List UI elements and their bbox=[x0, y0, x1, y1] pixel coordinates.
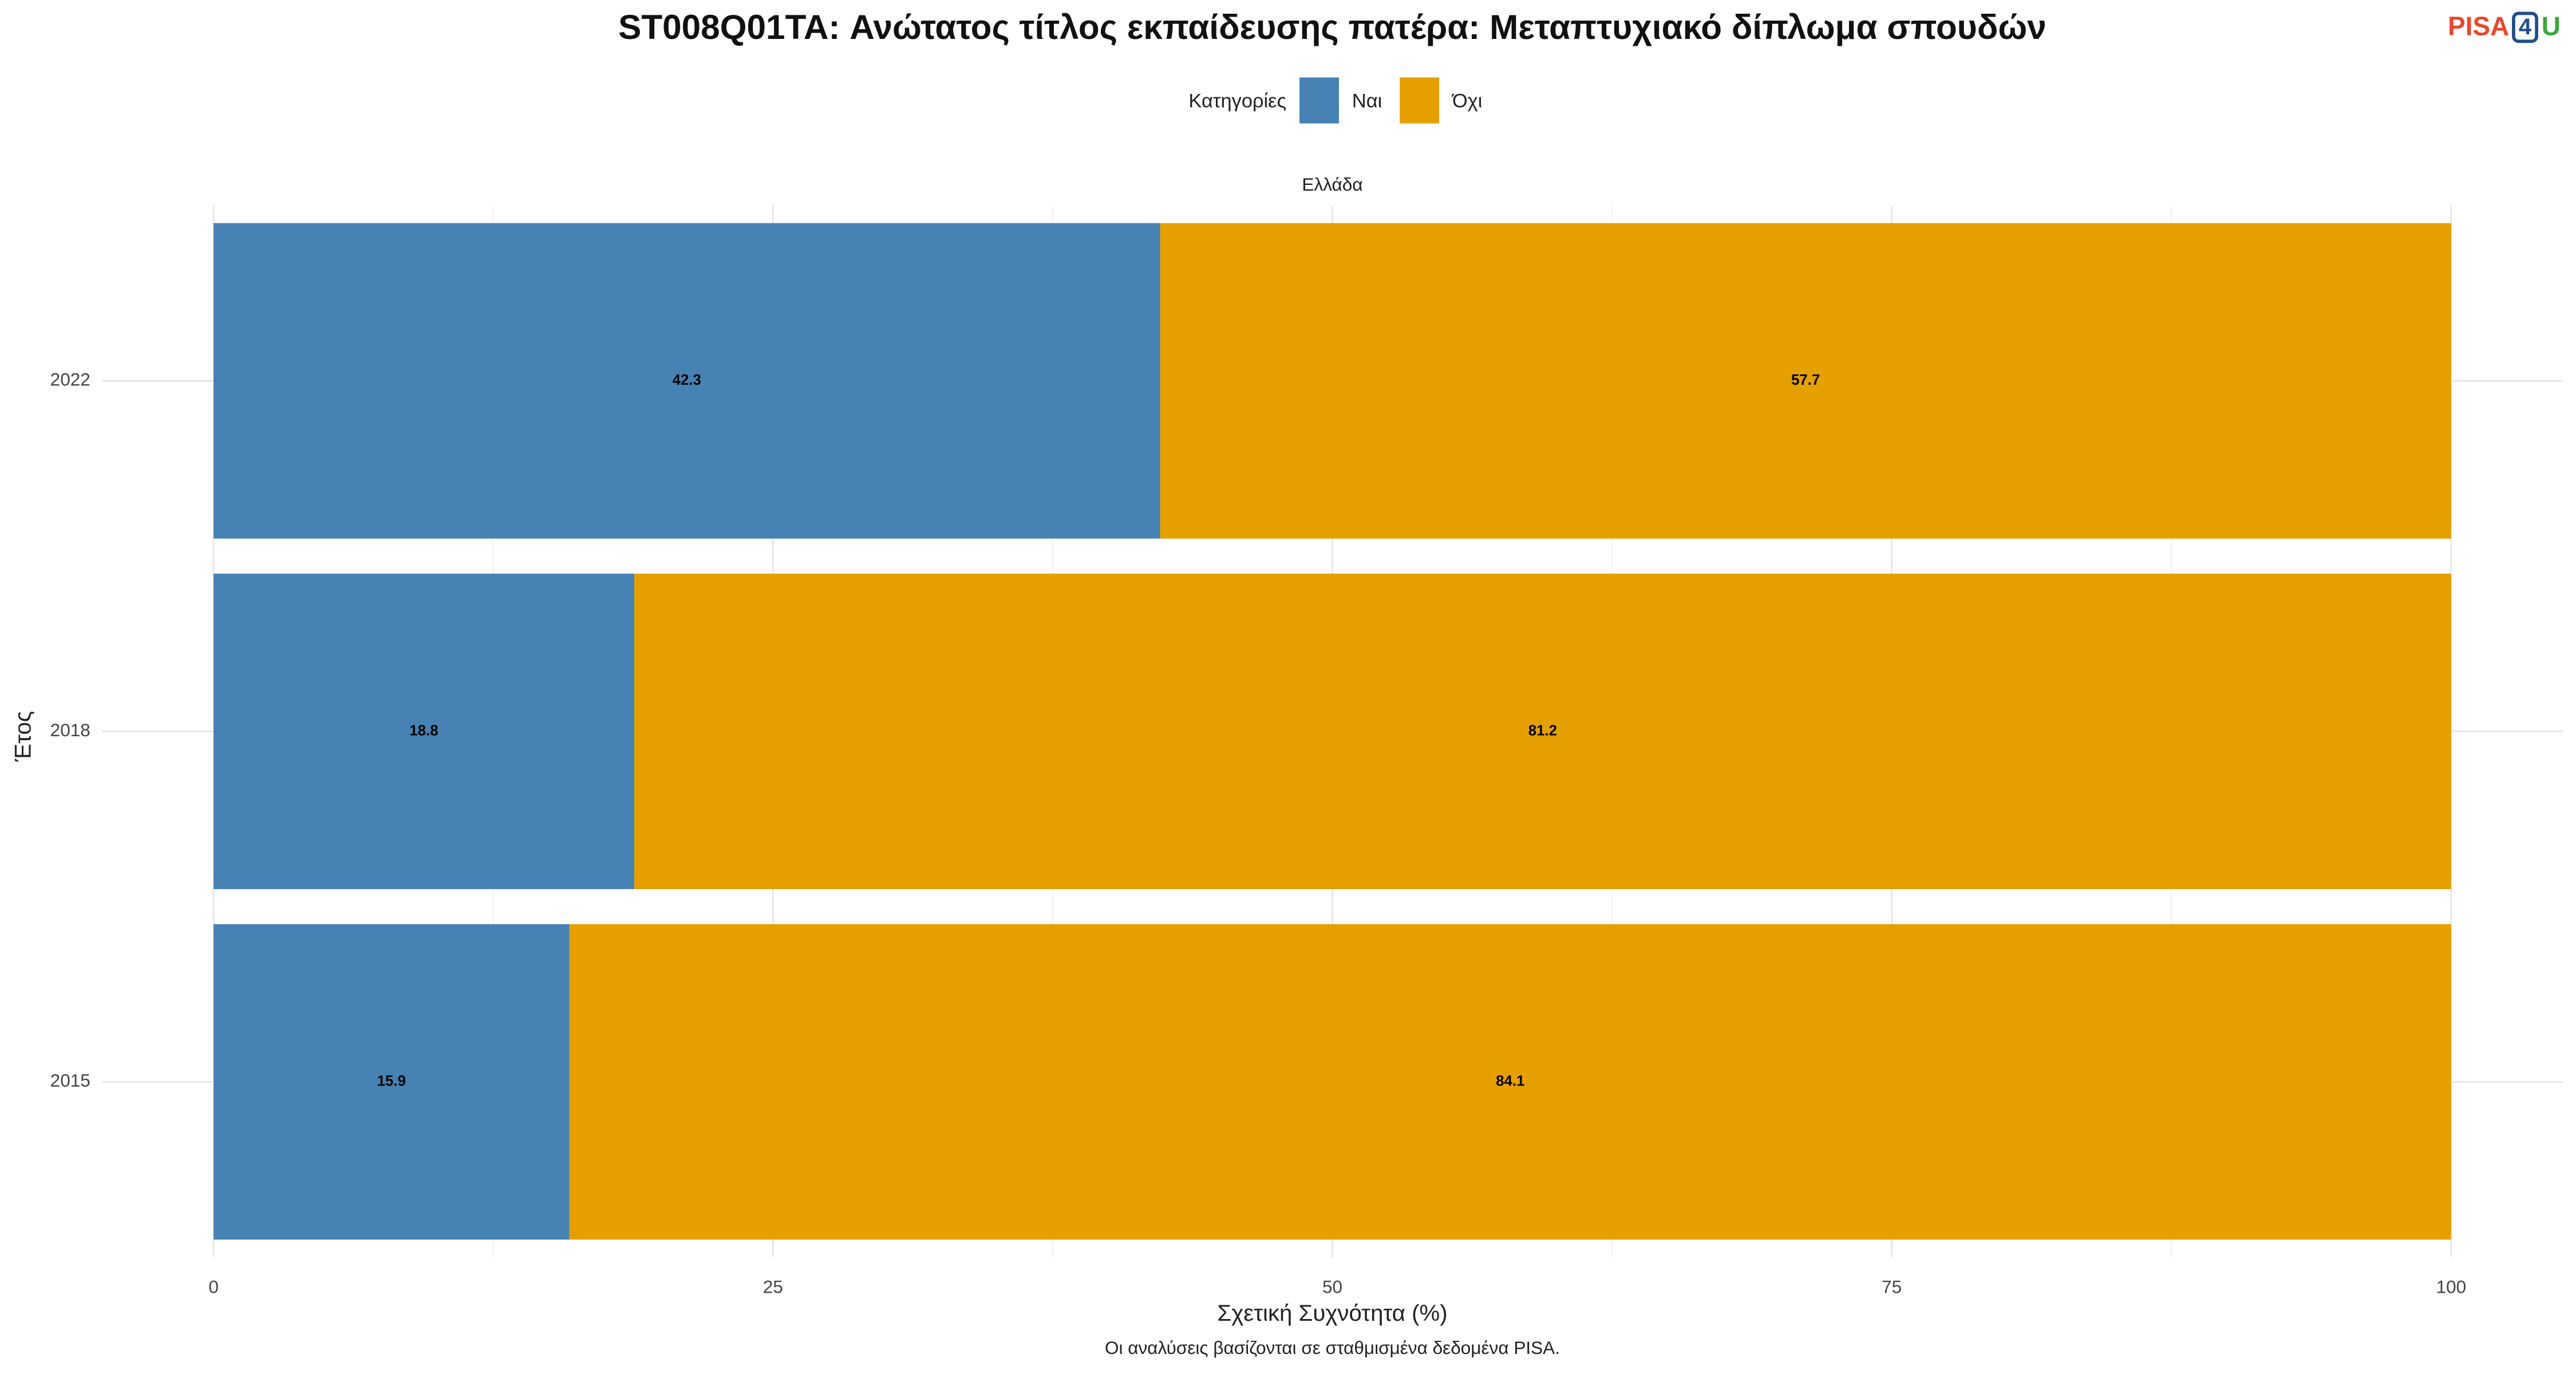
y-tick-label: 2015 bbox=[50, 1070, 90, 1091]
bar-segment bbox=[214, 573, 634, 889]
y-tick-label: 2022 bbox=[50, 369, 90, 390]
chart-title: ST008Q01TA: Ανώτατος τίτλος εκπαίδευσης … bbox=[618, 7, 2046, 46]
facet-label: Ελλάδα bbox=[1302, 174, 1362, 195]
logo-box bbox=[2512, 11, 2538, 43]
caption: Οι αναλύσεις βασίζονται σε σταθμισμένα δ… bbox=[1105, 1337, 1560, 1358]
data-label: 18.8 bbox=[409, 722, 438, 739]
legend-title: Κατηγορίες bbox=[1188, 90, 1286, 112]
x-tick-label: 75 bbox=[1882, 1277, 1902, 1297]
legend-label: Όχι bbox=[1451, 90, 1482, 112]
x-tick-label: 100 bbox=[2436, 1277, 2467, 1297]
data-label: 57.7 bbox=[1791, 372, 1820, 388]
y-axis-label: Έτος bbox=[10, 711, 36, 762]
logo-text: 4 bbox=[2519, 14, 2532, 40]
bar-segment bbox=[634, 573, 2451, 889]
legend-swatch bbox=[1299, 77, 1339, 124]
logo-text: PISA bbox=[2448, 11, 2509, 41]
x-axis-label: Σχετική Συχνότητα (%) bbox=[1217, 1300, 1447, 1326]
data-label: 84.1 bbox=[1496, 1073, 1524, 1089]
y-tick-label: 2018 bbox=[50, 720, 90, 740]
bar-segment bbox=[214, 223, 1160, 539]
bar-segment bbox=[569, 924, 2451, 1240]
bar-segment bbox=[1160, 223, 2451, 539]
legend-label: Ναι bbox=[1352, 90, 1382, 112]
legend-swatch bbox=[1400, 77, 1440, 124]
data-label: 81.2 bbox=[1528, 722, 1557, 739]
x-tick-label: 0 bbox=[208, 1277, 219, 1297]
logo-text: U bbox=[2542, 11, 2561, 41]
bar-segment bbox=[214, 924, 570, 1240]
data-label: 42.3 bbox=[673, 372, 701, 388]
x-tick-label: 25 bbox=[763, 1277, 783, 1297]
x-tick-label: 50 bbox=[1322, 1277, 1342, 1297]
data-label: 15.9 bbox=[377, 1073, 406, 1089]
